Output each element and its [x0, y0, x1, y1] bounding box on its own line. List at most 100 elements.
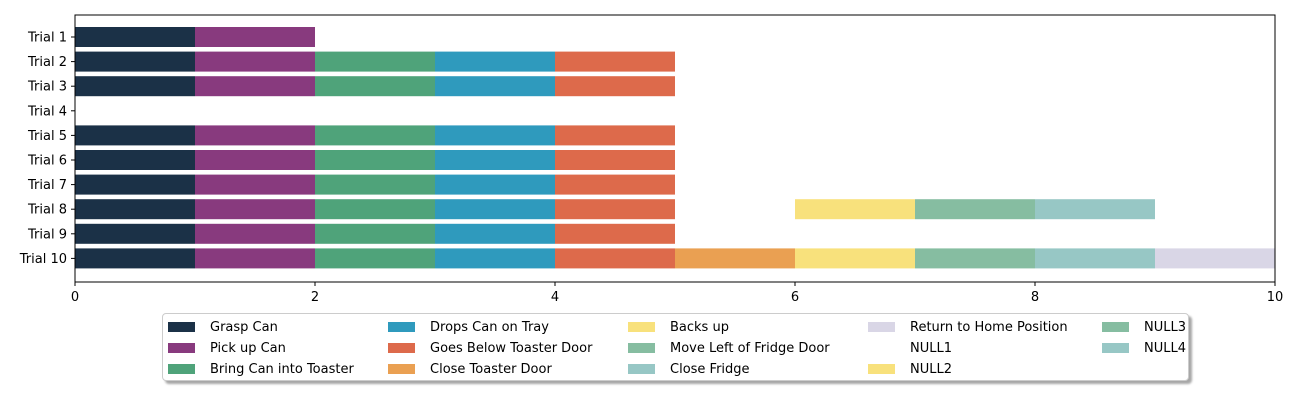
chart-bars — [75, 27, 1275, 269]
x-tick-label: 8 — [1031, 290, 1039, 305]
bar-trial-3-drops-can-on-tray — [435, 76, 555, 97]
bar-trial-10-close-fridge — [1035, 248, 1155, 269]
bar-trial-8-pick-up-can — [195, 199, 315, 220]
bar-trial-3-goes-below-toaster-door — [555, 76, 675, 97]
bar-trial-2-bring-can-into-toaster — [315, 51, 435, 72]
legend-label: NULL4 — [1144, 341, 1186, 356]
legend-swatch — [1102, 343, 1129, 353]
bar-trial-5-bring-can-into-toaster — [315, 125, 435, 146]
bar-trial-10-bring-can-into-toaster — [315, 248, 435, 269]
bar-trial-9-bring-can-into-toaster — [315, 223, 435, 244]
bar-trial-8-bring-can-into-toaster — [315, 199, 435, 220]
legend-label: Goes Below Toaster Door — [430, 341, 593, 356]
bar-trial-7-bring-can-into-toaster — [315, 174, 435, 195]
legend-swatch — [868, 364, 895, 374]
bar-trial-3-grasp-can — [75, 76, 195, 97]
legend-swatch — [168, 322, 195, 332]
legend-label: Grasp Can — [210, 320, 278, 335]
x-tick-label: 2 — [311, 290, 319, 305]
y-tick-label: Trial 8 — [27, 203, 67, 218]
x-tick-label: 6 — [791, 290, 799, 305]
legend-swatch — [168, 364, 195, 374]
y-axis: Trial 1 Trial 2 Trial 3 Trial 4 Trial 5 Trial… — [19, 31, 75, 267]
legend-label: NULL2 — [910, 362, 952, 377]
y-tick-label: Trial 9 — [27, 227, 67, 242]
x-tick-label: 4 — [551, 290, 559, 305]
legend-swatch — [628, 343, 655, 353]
legend-label: Close Fridge — [670, 362, 750, 377]
bar-trial-9-pick-up-can — [195, 223, 315, 244]
bar-trial-6-pick-up-can — [195, 150, 315, 170]
legend-swatch — [388, 343, 415, 353]
timeline-chart: Trial 1 Trial 2 Trial 3 Trial 4 Trial 5 Trial… — [19, 14, 1283, 305]
bar-trial-10-pick-up-can — [195, 248, 315, 269]
legend-label: Return to Home Position — [910, 320, 1068, 335]
bar-trial-2-drops-can-on-tray — [435, 51, 555, 72]
legend-swatch — [1102, 322, 1129, 332]
bar-trial-6-bring-can-into-toaster — [315, 150, 435, 170]
bar-trial-7-grasp-can — [75, 174, 195, 195]
bar-trial-9-goes-below-toaster-door — [555, 223, 675, 244]
legend-label: Bring Can into Toaster — [210, 362, 354, 377]
bar-trial-8-goes-below-toaster-door — [555, 199, 675, 220]
legend-label: NULL3 — [1144, 320, 1186, 335]
x-axis: 0 2 4 6 8 10 — [71, 282, 1283, 305]
bar-trial-9-drops-can-on-tray — [435, 223, 555, 244]
bar-trial-10-return-to-home-position — [1155, 248, 1275, 269]
bar-trial-5-grasp-can — [75, 125, 195, 146]
legend-swatch — [388, 364, 415, 374]
bar-trial-5-drops-can-on-tray — [435, 125, 555, 146]
legend-swatch — [628, 322, 655, 332]
bar-trial-3-bring-can-into-toaster — [315, 76, 435, 97]
bar-trial-10-grasp-can — [75, 248, 195, 269]
bar-trial-1-grasp-can — [75, 27, 195, 47]
plot-frame — [74, 14, 1276, 283]
legend-label: NULL1 — [910, 341, 952, 356]
bar-trial-8-drops-can-on-tray — [435, 199, 555, 220]
bar-trial-8-grasp-can — [75, 199, 195, 220]
bar-trial-6-drops-can-on-tray — [435, 150, 555, 170]
bar-trial-8-null4 — [1035, 199, 1155, 220]
bar-trial-7-goes-below-toaster-door — [555, 174, 675, 195]
legend-swatch — [168, 343, 195, 353]
bar-trial-1-pick-up-can — [195, 27, 315, 47]
bar-trial-6-grasp-can — [75, 150, 195, 170]
y-tick-label: Trial 6 — [27, 154, 67, 169]
y-tick-label: Trial 1 — [27, 31, 67, 46]
x-tick-label: 10 — [1267, 290, 1284, 305]
bar-trial-10-drops-can-on-tray — [435, 248, 555, 269]
bar-trial-2-goes-below-toaster-door — [555, 51, 675, 72]
bar-trial-5-pick-up-can — [195, 125, 315, 146]
bar-trial-2-grasp-can — [75, 51, 195, 72]
y-tick-label: Trial 4 — [27, 104, 67, 119]
legend-label: Drops Can on Tray — [430, 320, 549, 335]
bar-trial-8-null3 — [915, 199, 1035, 220]
legend-label: Backs up — [670, 320, 729, 335]
bar-trial-2-pick-up-can — [195, 51, 315, 72]
legend-label: Close Toaster Door — [430, 362, 552, 377]
bar-trial-5-goes-below-toaster-door — [555, 125, 675, 146]
y-tick-label: Trial 3 — [27, 80, 67, 95]
chart-legend: Grasp Can Pick up Can Bring Can into Toast… — [162, 313, 1189, 381]
bar-trial-9-grasp-can — [75, 223, 195, 244]
legend-label: Pick up Can — [210, 341, 286, 356]
legend-swatch — [868, 322, 895, 332]
bar-trial-10-move-left-of-fridge-door — [915, 248, 1035, 269]
bar-trial-7-drops-can-on-tray — [435, 174, 555, 195]
bar-trial-8-null2 — [795, 199, 915, 220]
y-tick-label: Trial 7 — [27, 178, 67, 193]
bar-trial-10-backs-up — [795, 248, 915, 269]
bar-trial-6-goes-below-toaster-door — [555, 150, 675, 170]
y-tick-label: Trial 10 — [19, 252, 67, 267]
legend-swatch — [388, 322, 415, 332]
bar-trial-10-goes-below-toaster-door — [555, 248, 675, 269]
bar-trial-8-null1 — [675, 199, 795, 220]
legend-swatch — [628, 364, 655, 374]
bar-trial-10-close-toaster-door — [675, 248, 795, 269]
x-tick-label: 0 — [71, 290, 79, 305]
y-tick-label: Trial 2 — [27, 55, 67, 70]
legend-swatch — [868, 343, 895, 353]
bar-trial-7-pick-up-can — [195, 174, 315, 195]
legend-label: Move Left of Fridge Door — [670, 341, 830, 356]
bar-trial-3-pick-up-can — [195, 76, 315, 97]
